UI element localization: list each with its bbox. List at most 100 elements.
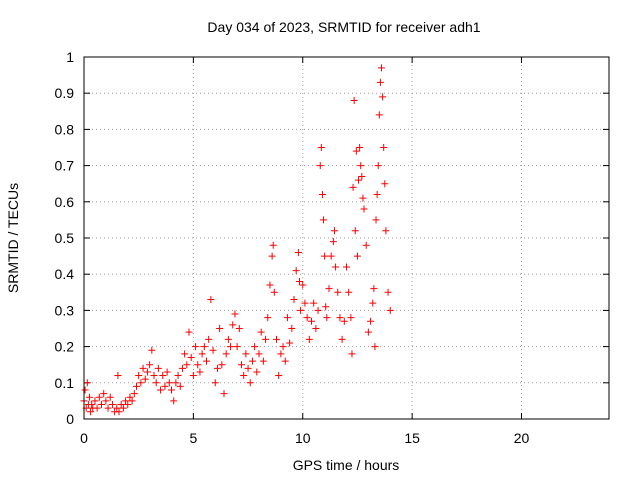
data-point-marker <box>124 401 132 409</box>
data-point-marker <box>381 180 389 188</box>
data-point-marker <box>165 379 173 387</box>
data-point-marker <box>323 314 331 322</box>
data-point-marker <box>257 328 265 336</box>
data-point-marker <box>200 343 208 351</box>
data-point-marker <box>327 252 335 260</box>
data-point-marker <box>203 357 210 365</box>
data-point-marker <box>178 364 186 372</box>
data-point-marker <box>355 176 363 184</box>
y-tick-label: 0.8 <box>55 121 75 137</box>
data-point-marker <box>295 277 303 285</box>
data-point-marker <box>294 248 302 256</box>
data-point-marker <box>343 263 350 271</box>
data-point-marker <box>137 379 145 387</box>
data-point-marker <box>334 288 342 296</box>
data-point-marker <box>301 299 309 307</box>
data-point-marker <box>308 317 315 325</box>
data-point-marker <box>98 401 105 409</box>
data-point-marker <box>382 227 390 235</box>
data-point-marker <box>218 361 226 369</box>
data-point-marker <box>189 372 197 380</box>
data-point-marker <box>128 397 136 405</box>
y-tick-label: 0.2 <box>55 339 75 355</box>
data-point-marker <box>330 227 338 235</box>
data-point-marker <box>139 364 147 372</box>
data-point-marker <box>133 382 140 390</box>
data-point-marker <box>117 401 125 409</box>
data-point-marker <box>87 408 95 416</box>
data-point-marker <box>322 303 330 311</box>
data-point-marker <box>207 296 215 304</box>
data-point-marker <box>386 306 394 314</box>
data-point-marker <box>91 397 99 405</box>
data-point-marker <box>348 350 356 358</box>
data-point-marker <box>108 401 116 409</box>
x-tick-label: 15 <box>404 430 420 446</box>
data-point-marker <box>161 382 169 390</box>
data-point-marker <box>264 314 272 322</box>
data-point-marker <box>159 372 167 380</box>
data-point-marker <box>370 285 378 293</box>
data-point-marker <box>143 368 151 376</box>
data-point-marker <box>170 397 178 405</box>
data-point-marker <box>150 372 158 380</box>
data-point-marker <box>379 93 387 101</box>
data-point-marker <box>205 335 213 343</box>
data-point-marker <box>273 335 280 343</box>
data-point-marker <box>148 346 156 354</box>
data-point-marker <box>119 404 127 412</box>
chart-title: Day 034 of 2023, SRMTID for receiver adh… <box>207 19 480 35</box>
data-point-marker <box>113 404 121 412</box>
data-point-marker <box>321 252 329 260</box>
data-point-marker <box>352 147 360 155</box>
data-point-marker <box>292 267 300 275</box>
data-point-marker <box>235 325 243 332</box>
data-point-marker <box>310 299 318 307</box>
data-point-marker <box>364 328 372 336</box>
data-point-marker <box>213 364 221 372</box>
data-point-marker <box>81 386 89 394</box>
grid-lines <box>84 57 609 419</box>
data-point-marker <box>268 252 276 260</box>
data-point-marker <box>362 241 370 249</box>
data-point-marker <box>242 350 250 358</box>
y-tick-label: 0.3 <box>55 302 75 318</box>
y-tick-label: 0.9 <box>55 85 75 101</box>
data-point-marker <box>220 390 228 398</box>
x-tick-label: 20 <box>514 430 530 446</box>
data-point-marker <box>303 314 311 322</box>
data-point-marker <box>259 357 267 365</box>
x-tick-label: 5 <box>189 430 197 446</box>
data-point-marker <box>290 296 298 304</box>
data-point-marker <box>353 252 361 260</box>
data-point-marker <box>231 310 239 318</box>
data-point-marker <box>318 191 326 199</box>
data-point-marker <box>198 350 206 358</box>
data-point-marker <box>185 328 193 336</box>
data-point-marker <box>172 379 180 387</box>
data-point-marker <box>192 343 200 351</box>
data-point-marker <box>88 401 96 409</box>
data-point-marker <box>356 144 364 151</box>
data-point-marker <box>359 194 367 202</box>
data-point-marker <box>269 241 277 249</box>
data-point-marker <box>176 382 184 390</box>
data-point-marker <box>95 393 103 401</box>
data-point-marker <box>229 321 237 329</box>
data-point-marker <box>262 335 270 343</box>
data-point-marker <box>376 78 384 86</box>
data-point-marker <box>347 314 355 322</box>
data-point-marker <box>371 343 379 351</box>
data-point-marker <box>146 361 154 369</box>
data-point-marker <box>320 216 328 224</box>
y-tick-label: 1 <box>66 49 74 65</box>
data-point-marker <box>378 64 385 72</box>
y-tick-label: 0.1 <box>55 375 75 391</box>
data-point-marker <box>126 393 134 401</box>
data-point-marker <box>135 372 143 380</box>
data-point-marker <box>122 397 130 405</box>
data-point-marker <box>305 335 313 343</box>
data-point-marker <box>329 238 337 246</box>
y-tick-label: 0.6 <box>55 194 75 210</box>
